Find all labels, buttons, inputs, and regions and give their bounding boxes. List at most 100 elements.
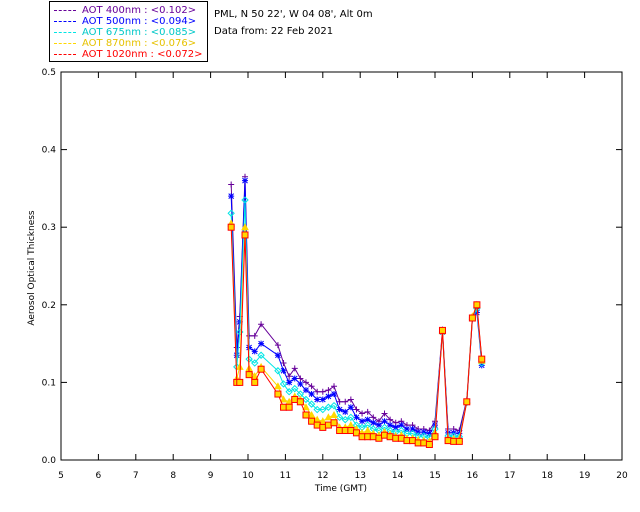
data-point — [478, 355, 486, 363]
data-point — [425, 440, 433, 448]
data-point — [314, 388, 321, 395]
data-point — [279, 395, 288, 403]
x-tick-label: 15 — [429, 471, 440, 481]
data-point — [319, 396, 326, 403]
data-point — [455, 437, 463, 445]
data-point — [286, 373, 293, 380]
x-tick-label: 13 — [354, 471, 365, 481]
legend-label-500: AOT 500nm : <0.094> — [82, 16, 197, 27]
data-point — [308, 391, 315, 398]
legend-label-1020: AOT 1020nm : <0.072> — [82, 49, 203, 60]
data-point — [463, 398, 471, 406]
x-tick-label: 11 — [280, 471, 291, 481]
data-point — [280, 360, 287, 366]
data-point — [431, 433, 439, 441]
data-point — [341, 427, 349, 435]
data-point — [336, 427, 344, 435]
data-point — [297, 380, 304, 387]
data-point — [370, 414, 377, 421]
data-point — [257, 351, 265, 359]
legend-swatch-675 — [54, 31, 76, 33]
data-point — [313, 405, 321, 414]
data-point — [258, 321, 265, 328]
data-point — [347, 404, 354, 411]
x-axis-title: Time (GMT) — [314, 484, 367, 494]
y-axis-title: Aerosol Optical Thickness — [27, 210, 37, 326]
data-point — [353, 414, 360, 421]
data-point — [347, 421, 355, 429]
data-point — [392, 424, 399, 431]
x-tick-label: 17 — [504, 471, 515, 481]
data-point — [414, 439, 422, 447]
series-layer — [227, 173, 486, 448]
data-point — [286, 379, 293, 386]
legend-item-1020: AOT 1020nm : <0.072> — [54, 49, 202, 61]
data-point — [415, 429, 422, 436]
data-point — [403, 425, 410, 432]
data-point — [302, 403, 310, 411]
data-point — [313, 421, 321, 429]
data-point — [370, 419, 377, 426]
data-point — [381, 431, 389, 439]
data-point — [363, 426, 372, 434]
x-axis: 5 6 7 8 9 10 11 12 13 14 15 16 17 18 19 20 — [58, 72, 628, 481]
data-point — [274, 352, 281, 359]
x-tick-label: 7 — [133, 471, 139, 481]
data-point — [324, 403, 333, 411]
data-point — [302, 387, 309, 394]
data-point — [257, 365, 265, 373]
data-point — [307, 400, 316, 408]
data-point — [285, 403, 293, 411]
data-point — [242, 177, 249, 184]
data-point — [330, 419, 338, 427]
x-tick-label: 5 — [58, 471, 64, 481]
data-point — [330, 410, 338, 418]
data-point — [369, 433, 377, 441]
legend-swatch-1020 — [54, 53, 76, 55]
data-point — [302, 395, 310, 404]
data-point — [251, 359, 259, 367]
data-point — [336, 398, 343, 405]
y-tick-label: 0.2 — [42, 301, 56, 311]
data-point — [319, 405, 327, 414]
data-point — [444, 437, 452, 445]
data-point — [358, 433, 366, 441]
data-point — [227, 223, 235, 231]
data-point — [364, 408, 371, 415]
data-point — [251, 332, 258, 339]
data-point — [331, 391, 338, 398]
data-point — [392, 434, 400, 442]
data-point — [280, 403, 288, 411]
data-point — [274, 390, 282, 398]
data-point — [387, 416, 394, 423]
data-point — [403, 437, 411, 445]
data-point — [251, 348, 258, 355]
data-point — [359, 410, 366, 417]
series-line — [230, 199, 483, 439]
x-tick-label: 9 — [208, 471, 214, 481]
data-point — [375, 422, 382, 429]
data-point — [274, 367, 282, 375]
data-point — [342, 408, 349, 415]
data-point — [426, 430, 433, 437]
series-4 — [227, 223, 486, 448]
legend-item-675: AOT 675nm : <0.085> — [54, 27, 196, 39]
data-point — [302, 411, 310, 419]
data-point — [341, 415, 349, 424]
data-point — [274, 342, 281, 349]
legend-swatch-500 — [54, 20, 76, 22]
data-point — [302, 379, 309, 386]
y-tick-label: 0.4 — [42, 146, 57, 156]
data-point — [324, 413, 333, 421]
data-point — [468, 314, 476, 322]
data-point — [251, 378, 259, 386]
data-date: Data from: 22 Feb 2021 — [214, 26, 334, 37]
series-line — [230, 176, 483, 432]
data-point — [241, 231, 249, 239]
data-point — [381, 410, 388, 417]
x-tick-label: 16 — [467, 471, 479, 481]
data-point — [364, 416, 371, 423]
x-tick-label: 10 — [242, 471, 254, 481]
data-point — [291, 365, 298, 372]
data-point — [319, 388, 326, 395]
